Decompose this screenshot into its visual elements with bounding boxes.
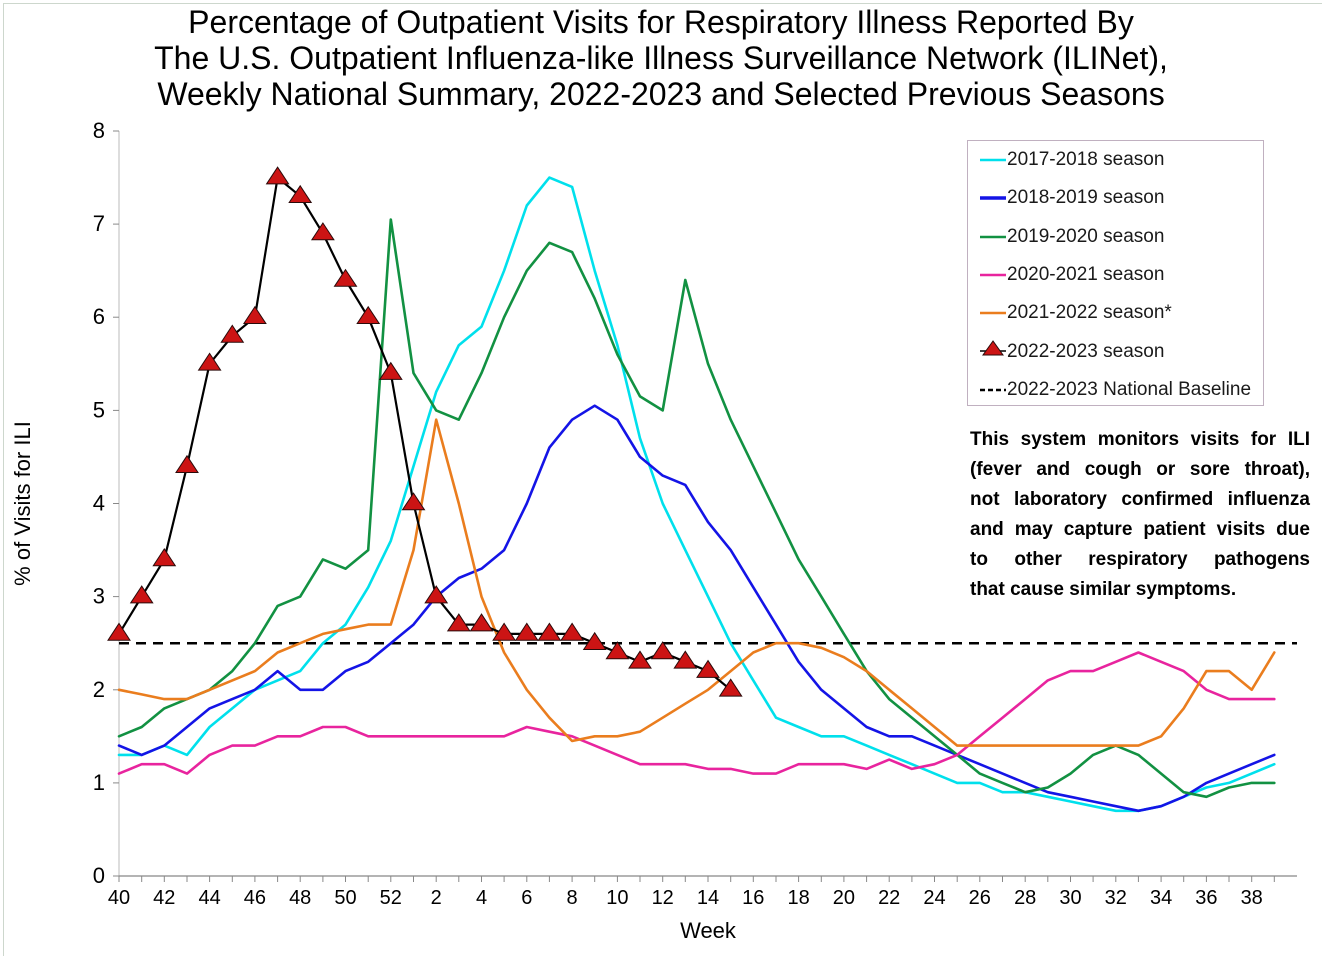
svg-text:24: 24 — [923, 887, 945, 909]
svg-text:26: 26 — [969, 887, 991, 909]
svg-text:30: 30 — [1059, 887, 1081, 909]
svg-text:42: 42 — [153, 887, 175, 909]
svg-text:5: 5 — [93, 397, 105, 422]
svg-text:28: 28 — [1014, 887, 1036, 909]
svg-text:18: 18 — [787, 887, 809, 909]
svg-text:7: 7 — [93, 211, 105, 236]
svg-text:32: 32 — [1105, 887, 1127, 909]
svg-text:34: 34 — [1150, 887, 1172, 909]
svg-text:44: 44 — [198, 887, 220, 909]
svg-text:10: 10 — [606, 887, 628, 909]
svg-text:6: 6 — [93, 304, 105, 329]
svg-text:8: 8 — [567, 887, 578, 909]
svg-text:40: 40 — [108, 887, 130, 909]
svg-text:4: 4 — [476, 887, 487, 909]
svg-text:48: 48 — [289, 887, 311, 909]
svg-text:22: 22 — [878, 887, 900, 909]
svg-text:16: 16 — [742, 887, 764, 909]
svg-text:Week: Week — [680, 918, 737, 943]
svg-text:12: 12 — [652, 887, 674, 909]
svg-text:2: 2 — [431, 887, 442, 909]
svg-text:4: 4 — [93, 491, 105, 516]
svg-text:52: 52 — [380, 887, 402, 909]
svg-text:46: 46 — [244, 887, 266, 909]
svg-text:3: 3 — [93, 584, 105, 609]
svg-text:6: 6 — [521, 887, 532, 909]
svg-text:8: 8 — [93, 118, 105, 143]
svg-text:2: 2 — [93, 677, 105, 702]
svg-text:14: 14 — [697, 887, 719, 909]
svg-text:38: 38 — [1241, 887, 1263, 909]
svg-text:20: 20 — [833, 887, 855, 909]
svg-text:36: 36 — [1195, 887, 1217, 909]
svg-text:0: 0 — [93, 863, 105, 888]
svg-text:% of Visits for ILI: % of Visits for ILI — [10, 421, 35, 586]
svg-text:1: 1 — [93, 770, 105, 795]
svg-text:50: 50 — [334, 887, 356, 909]
